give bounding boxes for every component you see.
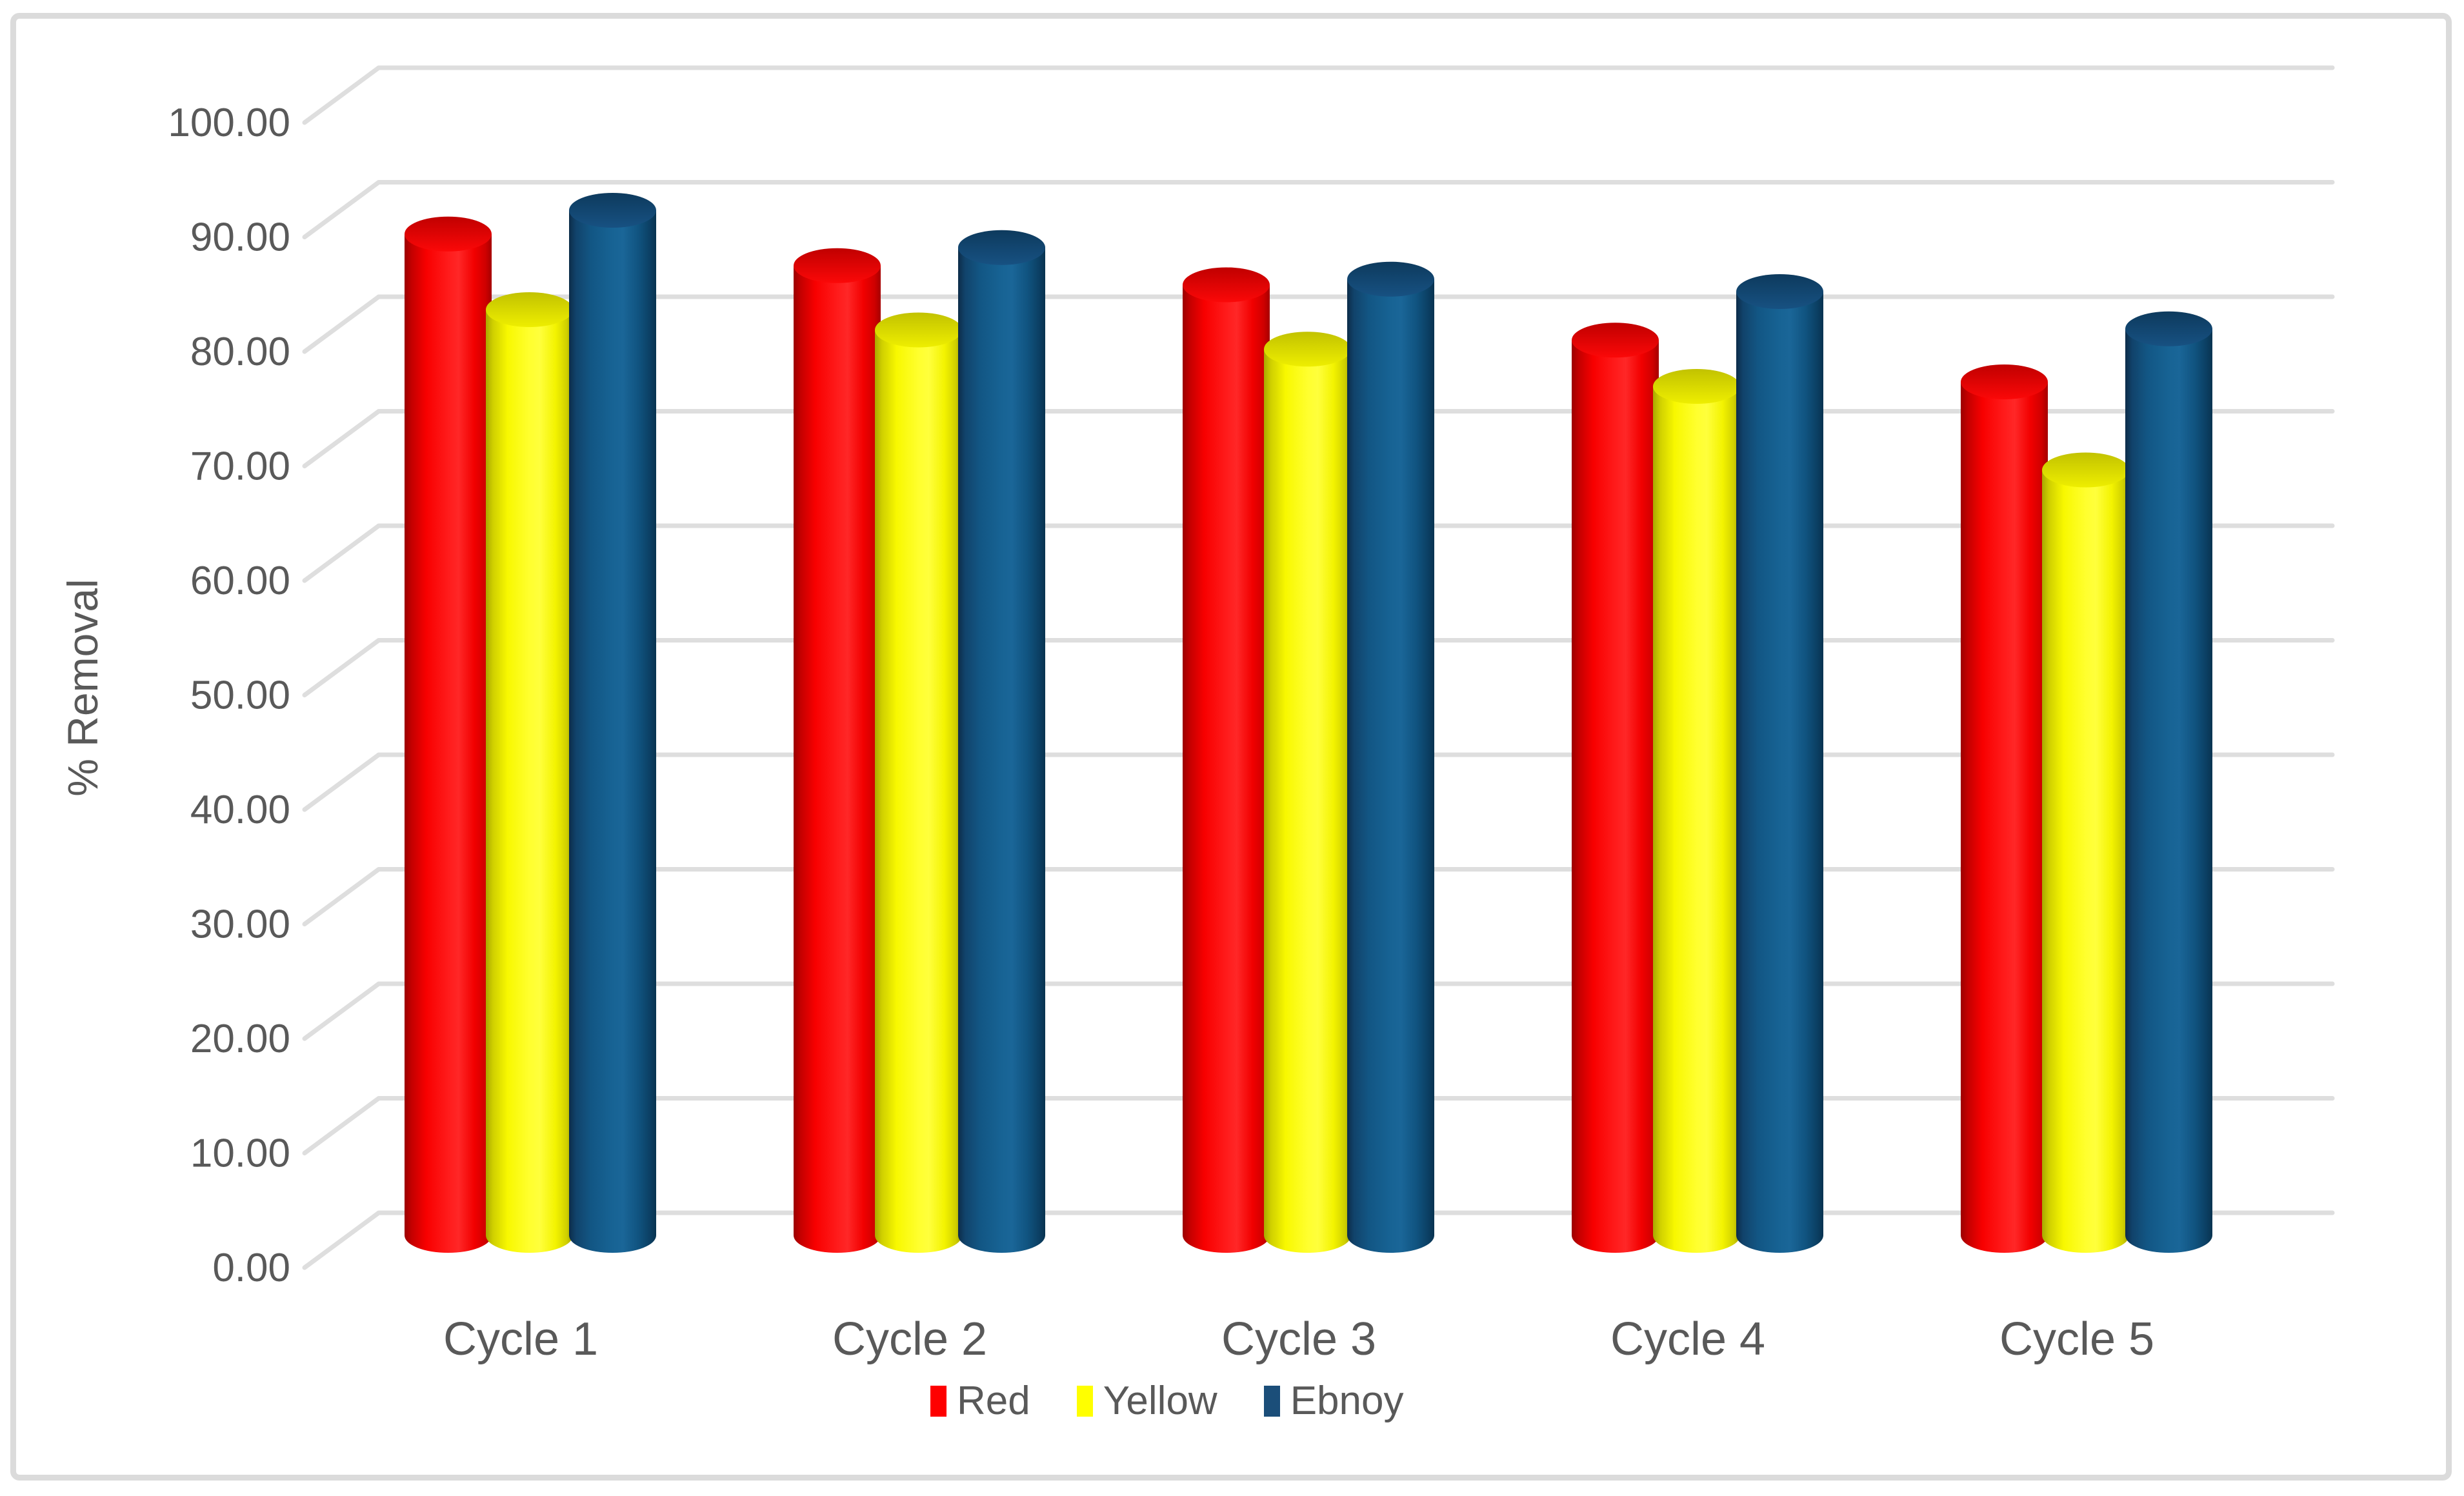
bar-red-3 (1183, 284, 1270, 1235)
bar-yellow-4 (1653, 386, 1740, 1235)
bar-ebnoy-3 (1347, 279, 1434, 1235)
bar-top-cap-yellow-2 (875, 312, 962, 348)
bar-top-cap-ebnoy-4 (1736, 274, 1823, 309)
y-tick-label: 50.00 (190, 673, 290, 718)
legend-swatch-red-icon (930, 1385, 947, 1417)
gridline (302, 294, 2335, 354)
bar-ebnoy-5 (2125, 328, 2212, 1235)
y-axis-title: % Removal (59, 579, 106, 797)
x-category-label: Cycle 1 (443, 1313, 598, 1365)
y-tick-label: 20.00 (190, 1017, 290, 1061)
bar-top-cap-yellow-5 (2042, 452, 2129, 488)
y-tick-label: 90.00 (190, 215, 290, 260)
chart-border-frame (10, 13, 2452, 1481)
legend-item-yellow: Yellow (1076, 1378, 1217, 1424)
y-tick-label: 40.00 (190, 788, 290, 832)
bar-top-cap-ebnoy-3 (1347, 261, 1434, 297)
legend-item-ebnoy: Ebnoy (1263, 1378, 1404, 1424)
y-tick-label: 10.00 (190, 1132, 290, 1176)
bar-top-cap-red-1 (405, 216, 492, 252)
y-tick-label: 70.00 (190, 444, 290, 489)
bar-ebnoy-1 (569, 210, 656, 1235)
bar-top-cap-ebnoy-1 (569, 193, 656, 228)
legend-swatch-ebnoy-icon (1263, 1385, 1280, 1417)
bar-red-4 (1572, 340, 1659, 1235)
legend-label-red: Red (957, 1379, 1030, 1423)
gridline (302, 180, 2335, 239)
bar-yellow-1 (486, 310, 573, 1235)
bar-yellow-3 (1264, 349, 1351, 1235)
bar-red-5 (1961, 382, 2048, 1235)
y-tick-label: 80.00 (190, 330, 290, 374)
bar-red-2 (794, 265, 881, 1235)
y-tick-label: 60.00 (190, 559, 290, 603)
y-tick-label: 0.00 (212, 1246, 290, 1290)
bar-ebnoy-2 (958, 247, 1045, 1235)
x-category-label: Cycle 2 (832, 1313, 987, 1365)
bar-top-cap-red-2 (794, 248, 881, 283)
bar-ebnoy-4 (1736, 292, 1823, 1235)
bar-top-cap-yellow-4 (1653, 369, 1740, 404)
bar-top-cap-red-4 (1572, 323, 1659, 358)
x-category-label: Cycle 4 (1610, 1313, 1765, 1365)
legend-item-red: Red (930, 1378, 1030, 1424)
legend-label-yellow: Yellow (1103, 1379, 1217, 1423)
legend-label-ebnoy: Ebnoy (1290, 1379, 1404, 1423)
y-tick-label: 100.00 (168, 101, 290, 145)
bar-yellow-5 (2042, 470, 2129, 1235)
bar-top-cap-red-5 (1961, 364, 2048, 399)
x-category-label: Cycle 5 (1999, 1313, 2154, 1365)
bar-top-cap-yellow-1 (486, 292, 573, 327)
x-category-label: Cycle 3 (1221, 1313, 1376, 1365)
bar-top-cap-ebnoy-2 (958, 230, 1045, 265)
bar-top-cap-red-3 (1183, 267, 1270, 303)
bar-top-cap-ebnoy-5 (2125, 311, 2212, 346)
gridline (302, 65, 2335, 125)
bar-yellow-2 (875, 330, 962, 1235)
bar-red-1 (405, 234, 492, 1235)
legend: Red Yellow Ebnoy (930, 1378, 1404, 1424)
bar-top-cap-yellow-3 (1264, 332, 1351, 367)
y-tick-label: 30.00 (190, 903, 290, 947)
legend-swatch-yellow-icon (1076, 1385, 1093, 1417)
